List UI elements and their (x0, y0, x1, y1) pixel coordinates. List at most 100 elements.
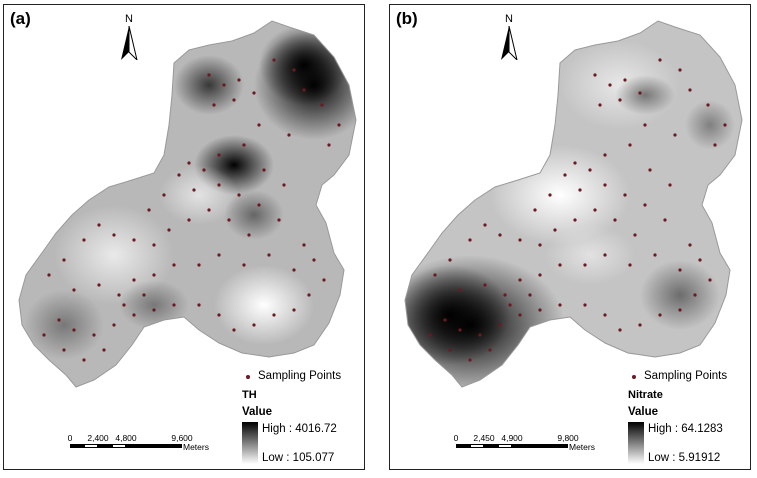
sampling-point (533, 208, 537, 212)
sampling-point (237, 193, 241, 197)
legend-value-label: Value (242, 406, 273, 418)
sampling-point (573, 161, 577, 165)
sampling-point (232, 98, 236, 102)
legend-high: High : 4016.72 (262, 423, 337, 435)
sampling-point (708, 278, 712, 282)
sampling-point (603, 153, 607, 157)
sampling-point (558, 303, 562, 307)
north-label: N (125, 13, 133, 25)
sampling-point (478, 333, 482, 337)
sampling-point (628, 143, 632, 147)
sampling-point (583, 263, 587, 267)
sampling-point (217, 253, 221, 257)
sampling-point (706, 103, 710, 107)
sampling-point (257, 203, 261, 207)
sampling-point (207, 73, 211, 77)
sampling-point (72, 288, 76, 292)
scale-units: Meters (569, 442, 595, 452)
legend-points-label: Sampling Points (644, 370, 728, 382)
legend-sampling-points: Sampling Points (626, 369, 750, 385)
sampling-point (242, 143, 246, 147)
color-ramp (242, 422, 258, 464)
sampling-point (192, 188, 196, 192)
sampling-point (112, 233, 116, 237)
sampling-point (102, 348, 106, 352)
scale-tick: 0 (67, 433, 73, 443)
sampling-point (588, 168, 592, 172)
legend-variable: Nitrate (628, 389, 663, 401)
sampling-point (262, 168, 266, 172)
scale-tick: 0 (453, 433, 459, 443)
sampling-point (583, 303, 587, 307)
sampling-point (62, 348, 66, 352)
legend-sampling-points: Sampling Points (240, 369, 364, 385)
sampling-point (97, 223, 101, 227)
sampling-point (618, 98, 622, 102)
sampling-point (548, 193, 552, 197)
sampling-point (538, 243, 542, 247)
sampling-point (603, 183, 607, 187)
sampling-point (483, 223, 487, 227)
legend-value-label: Value (628, 406, 659, 418)
sampling-point (458, 288, 462, 292)
sampling-point (217, 183, 221, 187)
sampling-point (217, 313, 221, 317)
scale-tick: 9,800 (557, 433, 579, 443)
sampling-point (578, 188, 582, 192)
sampling-point (488, 348, 492, 352)
sampling-point (307, 293, 311, 297)
sampling-point-symbol (632, 375, 636, 379)
scale-bar: 0 2,400 4,800 9,600 Meters (68, 433, 228, 463)
sampling-point (82, 358, 86, 362)
sampling-point (82, 238, 86, 242)
sampling-point (563, 173, 567, 177)
legend: Sampling Points TH Value High : 4016.72 … (240, 369, 364, 464)
sampling-point (663, 218, 667, 222)
sampling-point (613, 218, 617, 222)
sampling-point (458, 328, 462, 332)
sampling-point (282, 183, 286, 187)
legend-low: Low : 5.91912 (648, 452, 721, 464)
panel-label: (b) (396, 9, 418, 28)
sampling-point (713, 143, 717, 147)
sampling-point (167, 228, 171, 232)
sampling-point (207, 208, 211, 212)
sampling-point (673, 133, 677, 137)
sampling-point (292, 308, 296, 312)
north-arrow-icon (121, 26, 138, 60)
sampling-point (698, 258, 702, 262)
scale-segment (84, 444, 98, 448)
sampling-point (608, 83, 612, 87)
sampling-point (267, 253, 271, 257)
scale-segment (498, 444, 512, 448)
nitrate-interpolation-map (404, 20, 743, 388)
sampling-point (222, 83, 226, 87)
sampling-point (678, 308, 682, 312)
scale-segment (456, 444, 470, 448)
map-panel-nitrate: (b) N Sampling Points Nitrate Value High… (389, 4, 751, 470)
sampling-point (593, 208, 597, 212)
scale-segment (98, 444, 112, 448)
legend-points-label: Sampling Points (258, 370, 342, 382)
scale-segment (112, 444, 126, 448)
sampling-point (518, 278, 522, 282)
sampling-point (648, 168, 652, 172)
sampling-point (628, 263, 632, 267)
scale-segment (70, 444, 84, 448)
sampling-point (603, 313, 607, 317)
sampling-point (518, 238, 522, 242)
sampling-point (152, 308, 156, 312)
sampling-point (242, 263, 246, 267)
sampling-point (227, 218, 231, 222)
sampling-point (528, 293, 532, 297)
sampling-point (688, 243, 692, 247)
sampling-point (57, 318, 61, 322)
sampling-point (558, 263, 562, 267)
sampling-point (237, 78, 241, 82)
sampling-point (433, 273, 437, 277)
sampling-point (448, 348, 452, 352)
sampling-point (257, 123, 261, 127)
sampling-point (618, 328, 622, 332)
scale-segment (512, 444, 568, 448)
sampling-point (212, 103, 216, 107)
